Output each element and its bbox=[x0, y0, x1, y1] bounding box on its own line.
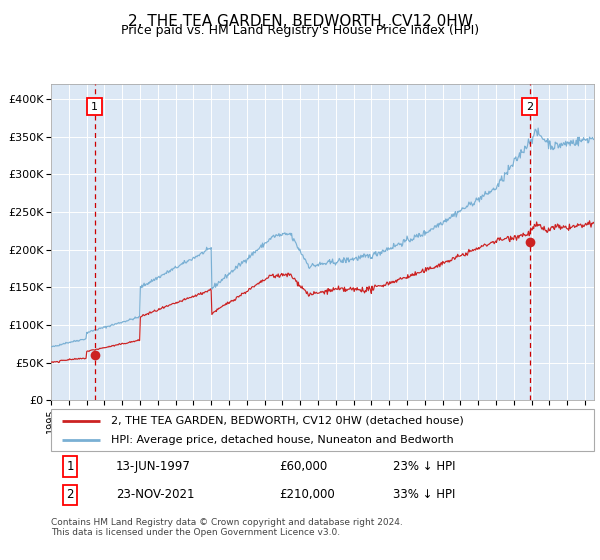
Text: 2: 2 bbox=[66, 488, 74, 501]
Text: 2, THE TEA GARDEN, BEDWORTH, CV12 0HW (detached house): 2, THE TEA GARDEN, BEDWORTH, CV12 0HW (d… bbox=[111, 416, 463, 426]
Text: 1: 1 bbox=[66, 460, 74, 473]
Text: HPI: Average price, detached house, Nuneaton and Bedworth: HPI: Average price, detached house, Nune… bbox=[111, 435, 454, 445]
Text: £60,000: £60,000 bbox=[279, 460, 328, 473]
Text: 1: 1 bbox=[91, 101, 98, 111]
Text: 2: 2 bbox=[526, 101, 533, 111]
Text: Contains HM Land Registry data © Crown copyright and database right 2024.
This d: Contains HM Land Registry data © Crown c… bbox=[51, 518, 403, 538]
Text: £210,000: £210,000 bbox=[279, 488, 335, 501]
Text: 23% ↓ HPI: 23% ↓ HPI bbox=[393, 460, 455, 473]
Text: 2, THE TEA GARDEN, BEDWORTH, CV12 0HW: 2, THE TEA GARDEN, BEDWORTH, CV12 0HW bbox=[128, 14, 472, 29]
Text: Price paid vs. HM Land Registry's House Price Index (HPI): Price paid vs. HM Land Registry's House … bbox=[121, 24, 479, 37]
Text: 13-JUN-1997: 13-JUN-1997 bbox=[116, 460, 191, 473]
Text: 33% ↓ HPI: 33% ↓ HPI bbox=[393, 488, 455, 501]
Text: 23-NOV-2021: 23-NOV-2021 bbox=[116, 488, 194, 501]
